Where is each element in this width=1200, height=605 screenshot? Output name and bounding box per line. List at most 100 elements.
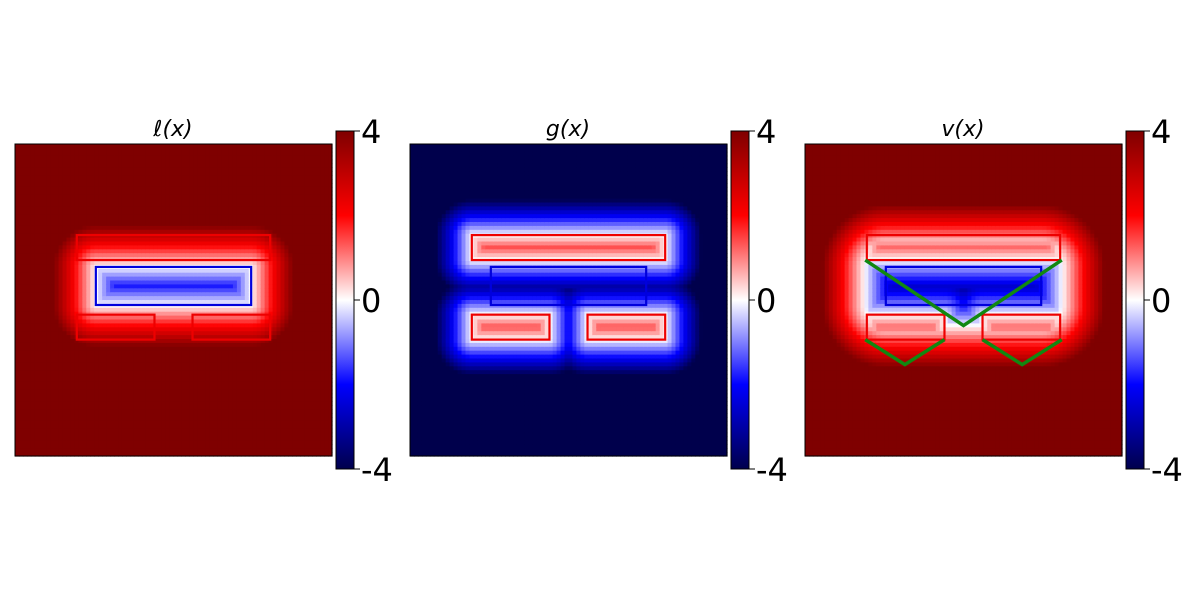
heat-cell xyxy=(90,331,95,336)
heat-cell xyxy=(67,405,72,410)
heat-cell xyxy=(118,242,123,247)
heat-cell xyxy=(94,171,99,176)
heat-cell xyxy=(249,187,254,192)
heat-cell xyxy=(27,171,32,176)
heat-cell xyxy=(23,401,28,406)
heat-cell xyxy=(27,210,32,215)
heat-cell xyxy=(122,249,127,254)
heat-cell xyxy=(162,394,167,399)
heat-cell xyxy=(130,331,135,336)
heat-cell xyxy=(114,398,119,403)
heat-cell xyxy=(201,284,206,289)
heat-cell xyxy=(130,444,135,449)
heat-cell xyxy=(181,167,186,172)
heat-cell xyxy=(221,144,226,149)
heat-cell xyxy=(217,242,222,247)
heat-cell xyxy=(126,281,131,286)
heat-cell xyxy=(146,366,151,371)
heat-cell xyxy=(19,245,24,250)
heat-cell xyxy=(185,386,190,391)
heat-cell xyxy=(201,355,206,360)
heat-cell xyxy=(110,429,115,434)
heat-cell xyxy=(106,156,111,161)
heat-cell xyxy=(245,253,250,258)
heat-cell xyxy=(158,288,163,293)
heat-cell xyxy=(114,343,119,348)
heat-cell xyxy=(39,359,44,364)
heat-cell xyxy=(221,152,226,157)
heat-cell xyxy=(114,242,119,247)
heat-cell xyxy=(130,222,135,227)
heat-cell xyxy=(146,249,151,254)
heat-cell xyxy=(154,167,159,172)
heat-cell xyxy=(130,390,135,395)
heat-cell xyxy=(90,374,95,379)
heat-cell xyxy=(47,199,52,204)
heat-cell xyxy=(110,437,115,442)
heat-cell xyxy=(74,444,79,449)
heat-cell xyxy=(15,277,20,282)
heat-cell xyxy=(138,230,143,235)
heat-cell xyxy=(27,242,32,247)
heat-cell xyxy=(86,226,91,231)
heat-cell xyxy=(193,242,198,247)
heat-cell xyxy=(197,242,202,247)
heat-cell xyxy=(257,440,262,445)
heat-cell xyxy=(23,370,28,375)
heat-cell xyxy=(185,230,190,235)
heat-cell xyxy=(90,429,95,434)
heat-cell xyxy=(63,390,68,395)
heat-cell xyxy=(189,378,194,383)
heat-cell xyxy=(98,179,103,184)
heat-cell xyxy=(261,265,266,270)
heat-cell xyxy=(74,374,79,379)
heat-cell xyxy=(225,316,230,321)
heat-cell xyxy=(134,175,139,180)
heat-cell xyxy=(221,230,226,235)
heat-cell xyxy=(245,359,250,364)
heat-cell xyxy=(221,175,226,180)
heat-cell xyxy=(162,440,167,445)
heat-cell xyxy=(98,351,103,356)
heat-cell xyxy=(177,382,182,387)
heat-cell xyxy=(134,284,139,289)
heat-cell xyxy=(70,401,75,406)
heat-cell xyxy=(158,160,163,165)
heat-cell xyxy=(55,288,60,293)
heat-cell xyxy=(245,405,250,410)
heat-cell xyxy=(174,374,179,379)
heat-cell xyxy=(209,261,214,266)
heat-cell xyxy=(225,199,230,204)
heat-cell xyxy=(217,183,222,188)
heat-cell xyxy=(162,362,167,367)
heat-cell xyxy=(78,362,83,367)
heat-cell xyxy=(31,378,36,383)
heat-cell xyxy=(189,218,194,223)
heat-cell xyxy=(249,351,254,356)
heat-cell xyxy=(257,366,262,371)
heat-cell xyxy=(261,218,266,223)
heat-cell xyxy=(245,226,250,231)
heat-cell xyxy=(170,335,175,340)
heat-cell xyxy=(197,437,202,442)
heat-cell xyxy=(63,222,68,227)
heat-cell xyxy=(94,226,99,231)
heat-cell xyxy=(221,417,226,422)
heat-cell xyxy=(106,429,111,434)
heat-cell xyxy=(19,409,24,414)
heat-cell xyxy=(213,226,218,231)
heat-cell xyxy=(35,234,40,239)
heat-cell xyxy=(245,206,250,211)
heat-cell xyxy=(15,398,20,403)
heat-cell xyxy=(237,164,242,169)
heat-cell xyxy=(193,405,198,410)
heat-cell xyxy=(233,378,238,383)
heat-cell xyxy=(74,277,79,282)
heat-cell xyxy=(51,366,56,371)
heat-cell xyxy=(122,308,127,313)
heat-cell xyxy=(213,191,218,196)
heat-cell xyxy=(174,273,179,278)
heat-cell xyxy=(146,269,151,274)
heat-cell xyxy=(23,331,28,336)
heat-cell xyxy=(201,437,206,442)
